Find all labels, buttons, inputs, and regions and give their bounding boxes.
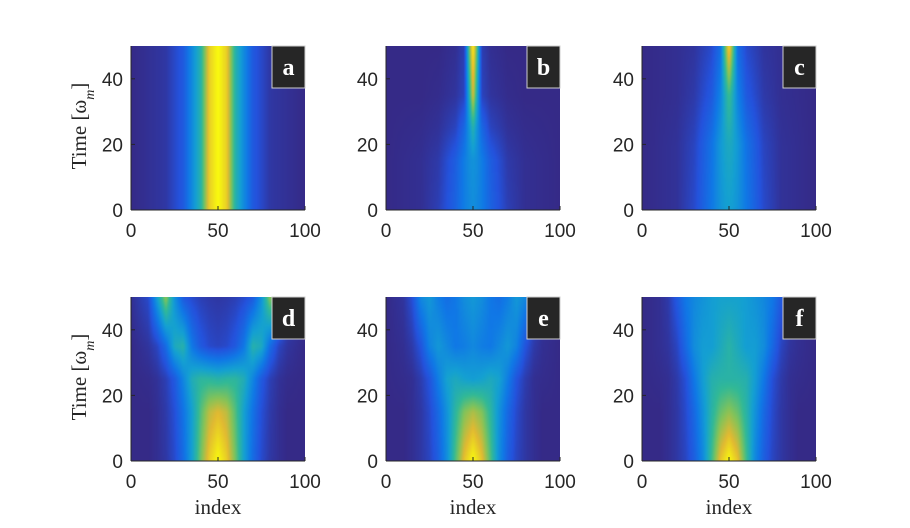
y-tick-label: 40 <box>102 70 123 91</box>
panel-b: 0 50 100 0 20 40 b <box>357 45 576 242</box>
x-tick-label: 50 <box>462 472 483 493</box>
panel-d: 0 50 100 0 20 40 d index Time [ωm] <box>67 296 321 519</box>
panel-label-box <box>271 296 306 340</box>
y-tick-label: 40 <box>613 321 634 342</box>
panel-label: a <box>283 55 295 81</box>
x-tick-label: 0 <box>381 472 392 493</box>
x-tick-label: 100 <box>289 472 321 493</box>
y-tick-label: 0 <box>367 452 378 473</box>
y-tick-label: 40 <box>102 321 123 342</box>
x-axis-label: index <box>706 495 753 519</box>
y-tick-label: 40 <box>357 70 378 91</box>
x-tick-label: 50 <box>718 221 739 242</box>
y-tick-label: 40 <box>357 321 378 342</box>
y-tick-label: 0 <box>623 452 634 473</box>
y-tick-label: 20 <box>102 135 123 156</box>
panel-label-box <box>782 296 817 340</box>
panel-label: d <box>282 306 296 332</box>
x-tick-label: 100 <box>800 472 832 493</box>
x-tick-label: 100 <box>544 472 576 493</box>
panel-label: c <box>794 55 805 81</box>
panel-f: 0 50 100 0 20 40 f index <box>613 296 832 519</box>
y-tick-label: 20 <box>613 386 634 407</box>
x-tick-label: 50 <box>207 472 228 493</box>
x-tick-label: 50 <box>207 221 228 242</box>
panel-label: b <box>537 55 550 81</box>
y-tick-label: 40 <box>613 70 634 91</box>
panel-label-box <box>526 296 561 340</box>
x-tick-label: 0 <box>126 472 137 493</box>
y-tick-label: 0 <box>112 201 123 222</box>
y-tick-label: 0 <box>367 201 378 222</box>
x-axis-label: index <box>195 495 242 519</box>
panel-e: 0 50 100 0 20 40 e index <box>357 296 576 519</box>
y-axis-label: Time [ωm] <box>67 334 98 421</box>
x-tick-label: 0 <box>381 221 392 242</box>
panel-a: 0 50 100 0 20 40 a Time [ωm] <box>67 45 321 242</box>
x-tick-label: 0 <box>637 221 648 242</box>
x-tick-label: 50 <box>462 221 483 242</box>
y-tick-label: 20 <box>102 386 123 407</box>
x-axis-label: index <box>450 495 497 519</box>
y-tick-label: 0 <box>623 201 634 222</box>
x-tick-label: 0 <box>126 221 137 242</box>
panel-label-box <box>526 45 561 89</box>
x-tick-label: 0 <box>637 472 648 493</box>
y-tick-label: 20 <box>357 386 378 407</box>
x-tick-label: 100 <box>544 221 576 242</box>
y-axis-label: Time [ωm] <box>67 83 98 170</box>
x-tick-label: 50 <box>718 472 739 493</box>
panel-label: f <box>796 306 805 332</box>
y-tick-label: 20 <box>357 135 378 156</box>
x-tick-label: 100 <box>800 221 832 242</box>
panel-label-box <box>782 45 817 89</box>
x-tick-label: 100 <box>289 221 321 242</box>
panel-label-box <box>271 45 306 89</box>
panel-c: 0 50 100 0 20 40 c <box>613 45 832 242</box>
panel-label: e <box>538 306 549 332</box>
y-tick-label: 20 <box>613 135 634 156</box>
y-tick-label: 0 <box>112 452 123 473</box>
